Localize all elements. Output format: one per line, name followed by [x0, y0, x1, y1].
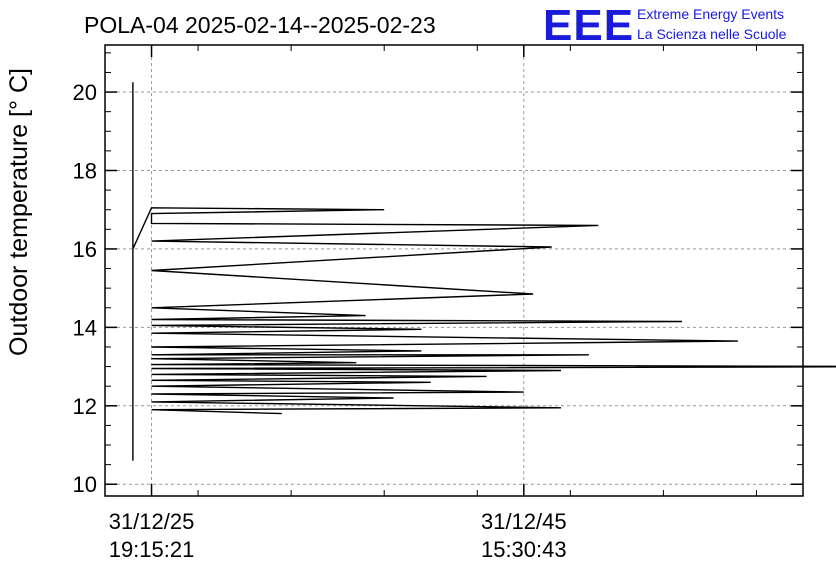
org-name: Extreme Energy Events	[637, 6, 784, 22]
y-tick-label: 10	[73, 472, 97, 497]
y-tick-label: 20	[73, 80, 97, 105]
grid	[105, 45, 803, 496]
plot-frame	[104, 44, 804, 497]
x-tick-label-time: 15:30:43	[481, 537, 567, 562]
axes	[104, 44, 804, 497]
header: POLA-04 2025-02-14--2025-02-23 EEE Extre…	[84, 1, 787, 50]
y-tick-label: 18	[73, 158, 97, 183]
x-tick-label-time: 19:15:21	[109, 537, 195, 562]
y-tick-label: 14	[73, 315, 97, 340]
data-series	[132, 82, 836, 461]
y-axis-label: Outdoor temperature [° C]	[5, 68, 33, 356]
tick-labels: 10 12 14 16 18 20 31/12/25 19:15:21 31/12/45 15:3…	[73, 80, 567, 562]
x-tick-label-date: 31/12/45	[481, 509, 567, 534]
org-subtitle: La Scienza nelle Scuole	[637, 26, 787, 42]
temperature-series-line	[132, 82, 836, 461]
y-tick-label: 16	[73, 237, 97, 262]
chart-title: POLA-04 2025-02-14--2025-02-23	[84, 12, 436, 38]
x-tick-label-date: 31/12/25	[109, 509, 195, 534]
y-tick-label: 12	[73, 394, 97, 419]
eee-logo: EEE	[543, 1, 634, 50]
